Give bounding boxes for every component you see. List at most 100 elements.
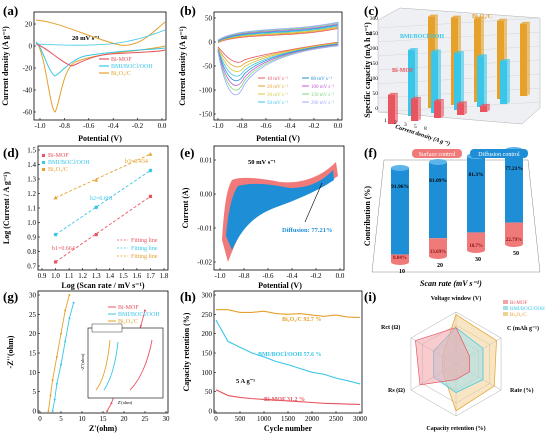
panel-g-xtick-label: 20 (121, 415, 129, 423)
panel-h-ytick-label: 300 (202, 292, 213, 300)
panel-d-ytick-label: 1.5 (27, 147, 36, 155)
cv-curve (217, 28, 339, 63)
panel-b-xtick-label: -0.8 (236, 122, 248, 130)
panel-c-zlabel: Specific capacity (mA h g⁻¹) (363, 22, 372, 118)
panel-e-xtick-label: 0.0 (336, 272, 345, 280)
panel-c: (c) 300 250 200 150 100 50 01 2 3 5 8 Specific cap… (363, 3, 541, 148)
data-point (94, 233, 98, 237)
legend-label: 100 mV s⁻¹ (311, 84, 335, 90)
bar-top (477, 54, 487, 57)
bar-side (441, 99, 444, 118)
panel-d-xtick-label: 1.3 (92, 272, 101, 280)
panel-b-ytick-label: -100 (199, 87, 212, 95)
panel-h-xtick-label: 2500 (329, 415, 344, 423)
panel-e-ytick-label: 0.01 (200, 157, 213, 165)
legend-label: 80 mV s⁻¹ (311, 76, 332, 82)
bar-top (454, 51, 464, 54)
series-bimof-cv (35, 43, 166, 67)
slope-b2: b2=0.661 (90, 196, 113, 202)
panel-i-label: (i) (364, 289, 376, 304)
panel-a-legend: Bi-MOF BMI/BOCl/OOH Bi₂O₃/C (99, 57, 153, 77)
panel-b: (b) Potential (V) Current density (A g⁻¹… (178, 3, 343, 143)
panel-b-ytick-label: -50 (203, 63, 213, 71)
panel-d-xtick-label: 1.2 (78, 272, 87, 280)
panel-b-xtick-label: -1.0 (212, 122, 224, 130)
panel-a-xtick-label: -0.6 (83, 122, 95, 130)
panel-d-ytick-label: 1.3 (27, 176, 36, 184)
panel-b-xtick-label: -0.4 (284, 122, 296, 130)
panel-a-ytick-label: 0 (29, 43, 33, 51)
panel-h-ytick-label: 250 (202, 311, 213, 319)
panel-g-legend: Bi-MOF BMI/BOCl/OOH Bi₂O₃/C (108, 305, 160, 325)
panel-d-ylabel: Log (Current / A g⁻¹) (2, 172, 11, 245)
panel-d-xtick-label: 1.1 (65, 272, 74, 280)
panel-g-xlabel: Z'(ohm) (89, 424, 117, 433)
panel-d-xtick-label: 1.7 (146, 272, 155, 280)
bar (454, 53, 461, 110)
panel-b-xtick-label: -0.6 (260, 122, 272, 130)
panel-c-label-bimof: Bi-MOF (392, 68, 414, 74)
bar (431, 51, 438, 113)
diffusion-pct: 81.09% (429, 178, 447, 184)
data-point (47, 410, 50, 412)
radar-axis-retention: Capacity retention (%) (426, 425, 485, 432)
panel-h-xtick-label: 3000 (353, 415, 368, 423)
panel-h-xtick-label: 0 (214, 415, 218, 423)
inset-xlabel: Z'(ohm) (118, 400, 133, 405)
panel-c-label-bi2o3c: Bi₂O₃/C (472, 14, 492, 20)
bar-top (388, 92, 398, 95)
panel-b-xtick-label: -0.2 (308, 122, 320, 130)
panel-h-xtick-label: 500 (235, 415, 246, 423)
scan-rate-label: 10 (399, 269, 405, 275)
panel-a-xtick-label: -1.0 (34, 122, 46, 130)
radar-axis-rs: Rs (Ω) (388, 387, 405, 394)
bar-side (438, 49, 441, 113)
panel-a-xtick-label: -0.2 (132, 122, 144, 130)
legend-bi2o3c: Bi₂O₃/C (48, 167, 68, 173)
panel-e-ylabel: Current (A) (181, 187, 190, 228)
data-point (64, 340, 67, 343)
panel-g-xtick-label: 0 (38, 415, 42, 423)
z-tick-label: 200 (370, 46, 379, 52)
diffusion-pct: 81.3% (468, 172, 483, 178)
bar-side (484, 54, 487, 107)
bar-side (507, 59, 510, 104)
panel-e-xtick-label: -0.8 (238, 272, 250, 280)
legend-bmo: BMI/BOCl/OOH (111, 64, 153, 70)
data-point (110, 402, 113, 405)
radar-axis-capacity: C (mAh g⁻¹) (507, 325, 539, 332)
panel-e-xtick-label: -0.4 (286, 272, 298, 280)
diffusion-pct: 91.96% (391, 184, 409, 190)
bar-side (464, 101, 467, 115)
cylinder-diffusion (391, 168, 409, 255)
bar-side (461, 51, 464, 110)
legend-fit-1: Fitting line (131, 238, 158, 244)
data-point (68, 294, 71, 296)
z-tick-label: 150 (370, 61, 379, 67)
data-point (148, 152, 153, 156)
bar (497, 20, 504, 99)
panel-a-ylabel: Current density (A g⁻¹) (1, 26, 10, 106)
panel-d-xlabel: Log (Scan rate / mV s⁻¹) (61, 281, 144, 290)
panel-e-xtick-label: -1.0 (214, 272, 226, 280)
panel-a-ytick-label: 20 (25, 21, 33, 29)
panel-a-frame (33, 11, 167, 121)
cv-curve (217, 27, 339, 68)
legend-diffusion: Diffusion control (478, 151, 520, 158)
panel-d-ytick-label: 1.1 (27, 205, 36, 213)
legend-label: 30 mV s⁻¹ (267, 92, 288, 98)
legend-surface: Surface control (419, 151, 456, 158)
panel-e-xtick-label: -0.6 (262, 272, 274, 280)
legend-label: 20 mV s⁻¹ (267, 84, 288, 90)
panel-h-xtick-label: 1500 (281, 415, 296, 423)
label-bmo-retention: BMI/BOCl/OOH 57.6 % (258, 352, 322, 358)
panel-f-ylabel: Contribution (%) (363, 186, 372, 247)
panel-a-label: (a) (3, 3, 18, 18)
panel-g-xtick-label: 10 (79, 415, 87, 423)
cylinder-bottom (429, 253, 447, 259)
bar-side (527, 21, 530, 96)
panel-b-legend: 10 mV s⁻¹ 20 mV s⁻¹ 30 mV s⁻¹ 50 mV s⁻¹ 80 m… (258, 76, 335, 106)
legend-label: 50 mV s⁻¹ (267, 100, 288, 106)
radar-series (415, 327, 470, 386)
legend-bmo: BMI/BOCl/OOH (48, 160, 90, 166)
